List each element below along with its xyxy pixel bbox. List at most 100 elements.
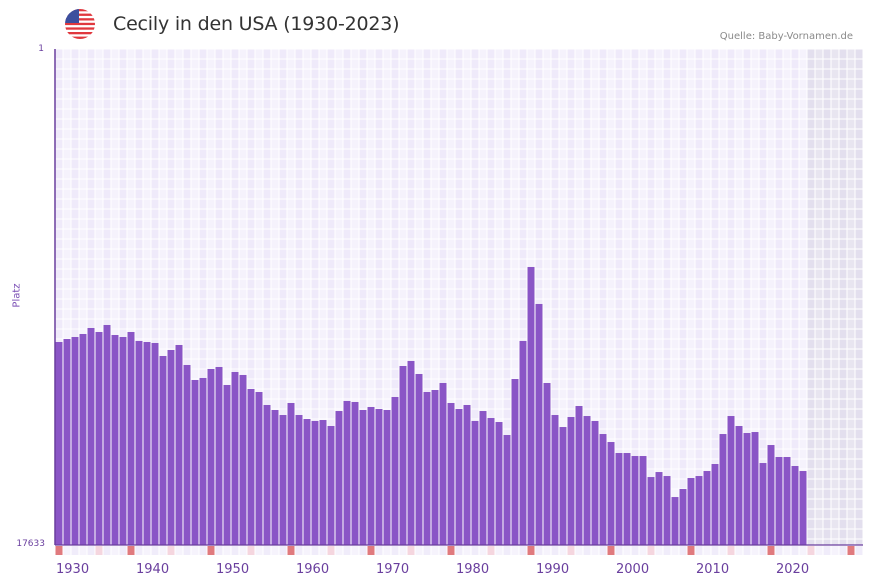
grid-cell <box>543 189 551 199</box>
grid-cell <box>95 109 103 119</box>
grid-cell <box>607 269 615 279</box>
grid-cell <box>791 409 799 419</box>
grid-cell <box>135 189 143 199</box>
grid-cell <box>847 239 855 249</box>
grid-cell <box>367 179 375 189</box>
grid-cell <box>751 49 759 59</box>
grid-cell <box>839 399 847 409</box>
grid-cell <box>527 199 535 209</box>
grid-cell <box>175 79 183 89</box>
grid-cell <box>63 189 71 199</box>
grid-cell <box>591 369 599 379</box>
grid-cell <box>255 319 263 329</box>
grid-cell <box>415 359 423 369</box>
grid-cell <box>175 279 183 289</box>
grid-cell <box>767 309 775 319</box>
grid-cell <box>743 209 751 219</box>
grid-cell <box>823 149 831 159</box>
grid-cell <box>231 79 239 89</box>
grid-cell <box>287 239 295 249</box>
grid-cell <box>743 269 751 279</box>
grid-cell <box>655 139 663 149</box>
grid-cell <box>207 319 215 329</box>
grid-cell <box>791 289 799 299</box>
grid-cell <box>615 129 623 139</box>
grid-cell <box>375 139 383 149</box>
grid-cell <box>271 189 279 199</box>
grid-cell <box>303 49 311 59</box>
grid-cell <box>423 179 431 189</box>
grid-cell <box>455 169 463 179</box>
grid-cell <box>503 99 511 109</box>
grid-cell <box>759 49 767 59</box>
grid-cell <box>503 179 511 189</box>
grid-cell <box>359 269 367 279</box>
grid-cell <box>647 409 655 419</box>
grid-cell <box>335 239 343 249</box>
grid-cell <box>367 199 375 209</box>
grid-cell <box>711 239 719 249</box>
grid-cell <box>807 259 815 269</box>
grid-cell <box>583 329 591 339</box>
grid-cell <box>679 139 687 149</box>
grid-cell <box>135 309 143 319</box>
grid-cell <box>431 309 439 319</box>
grid-cell <box>751 369 759 379</box>
grid-cell <box>759 329 767 339</box>
grid-cell <box>831 319 839 329</box>
grid-cell <box>119 289 127 299</box>
grid-cell <box>207 209 215 219</box>
grid-cell <box>351 319 359 329</box>
grid-cell <box>847 139 855 149</box>
grid-cell <box>431 189 439 199</box>
grid-cell <box>407 139 415 149</box>
grid-cell <box>599 149 607 159</box>
grid-cell <box>663 459 671 469</box>
grid-cell <box>831 99 839 109</box>
grid-cell <box>135 119 143 129</box>
grid-cell <box>399 169 407 179</box>
grid-cell <box>271 89 279 99</box>
grid-cell <box>71 219 79 229</box>
grid-cell <box>823 459 831 469</box>
grid-cell <box>191 209 199 219</box>
grid-cell <box>143 79 151 89</box>
grid-cell <box>751 169 759 179</box>
grid-cell <box>727 219 735 229</box>
grid-cell <box>167 169 175 179</box>
grid-cell <box>295 339 303 349</box>
grid-cell <box>487 159 495 169</box>
grid-cell <box>103 209 111 219</box>
grid-cell <box>287 179 295 189</box>
grid-cell <box>375 319 383 329</box>
grid-cell <box>415 159 423 169</box>
grid-cell <box>479 59 487 69</box>
grid-cell <box>415 69 423 79</box>
grid-cell <box>783 269 791 279</box>
grid-cell <box>663 69 671 79</box>
grid-cell <box>55 219 63 229</box>
grid-cell <box>591 149 599 159</box>
grid-cell <box>495 149 503 159</box>
grid-cell <box>319 329 327 339</box>
grid-cell <box>471 379 479 389</box>
grid-cell <box>135 129 143 139</box>
grid-cell <box>719 89 727 99</box>
grid-cell <box>231 209 239 219</box>
grid-cell <box>527 49 535 59</box>
grid-cell <box>655 379 663 389</box>
grid-cell <box>599 249 607 259</box>
grid-cell <box>399 259 407 269</box>
grid-cell <box>391 219 399 229</box>
grid-cell <box>71 279 79 289</box>
grid-cell <box>191 69 199 79</box>
grid-cell <box>639 69 647 79</box>
grid-cell <box>471 399 479 409</box>
grid-cell <box>287 379 295 389</box>
grid-cell <box>583 99 591 109</box>
grid-cell <box>759 69 767 79</box>
grid-cell <box>743 249 751 259</box>
grid-cell <box>583 369 591 379</box>
grid-cell <box>175 319 183 329</box>
grid-cell <box>287 139 295 149</box>
